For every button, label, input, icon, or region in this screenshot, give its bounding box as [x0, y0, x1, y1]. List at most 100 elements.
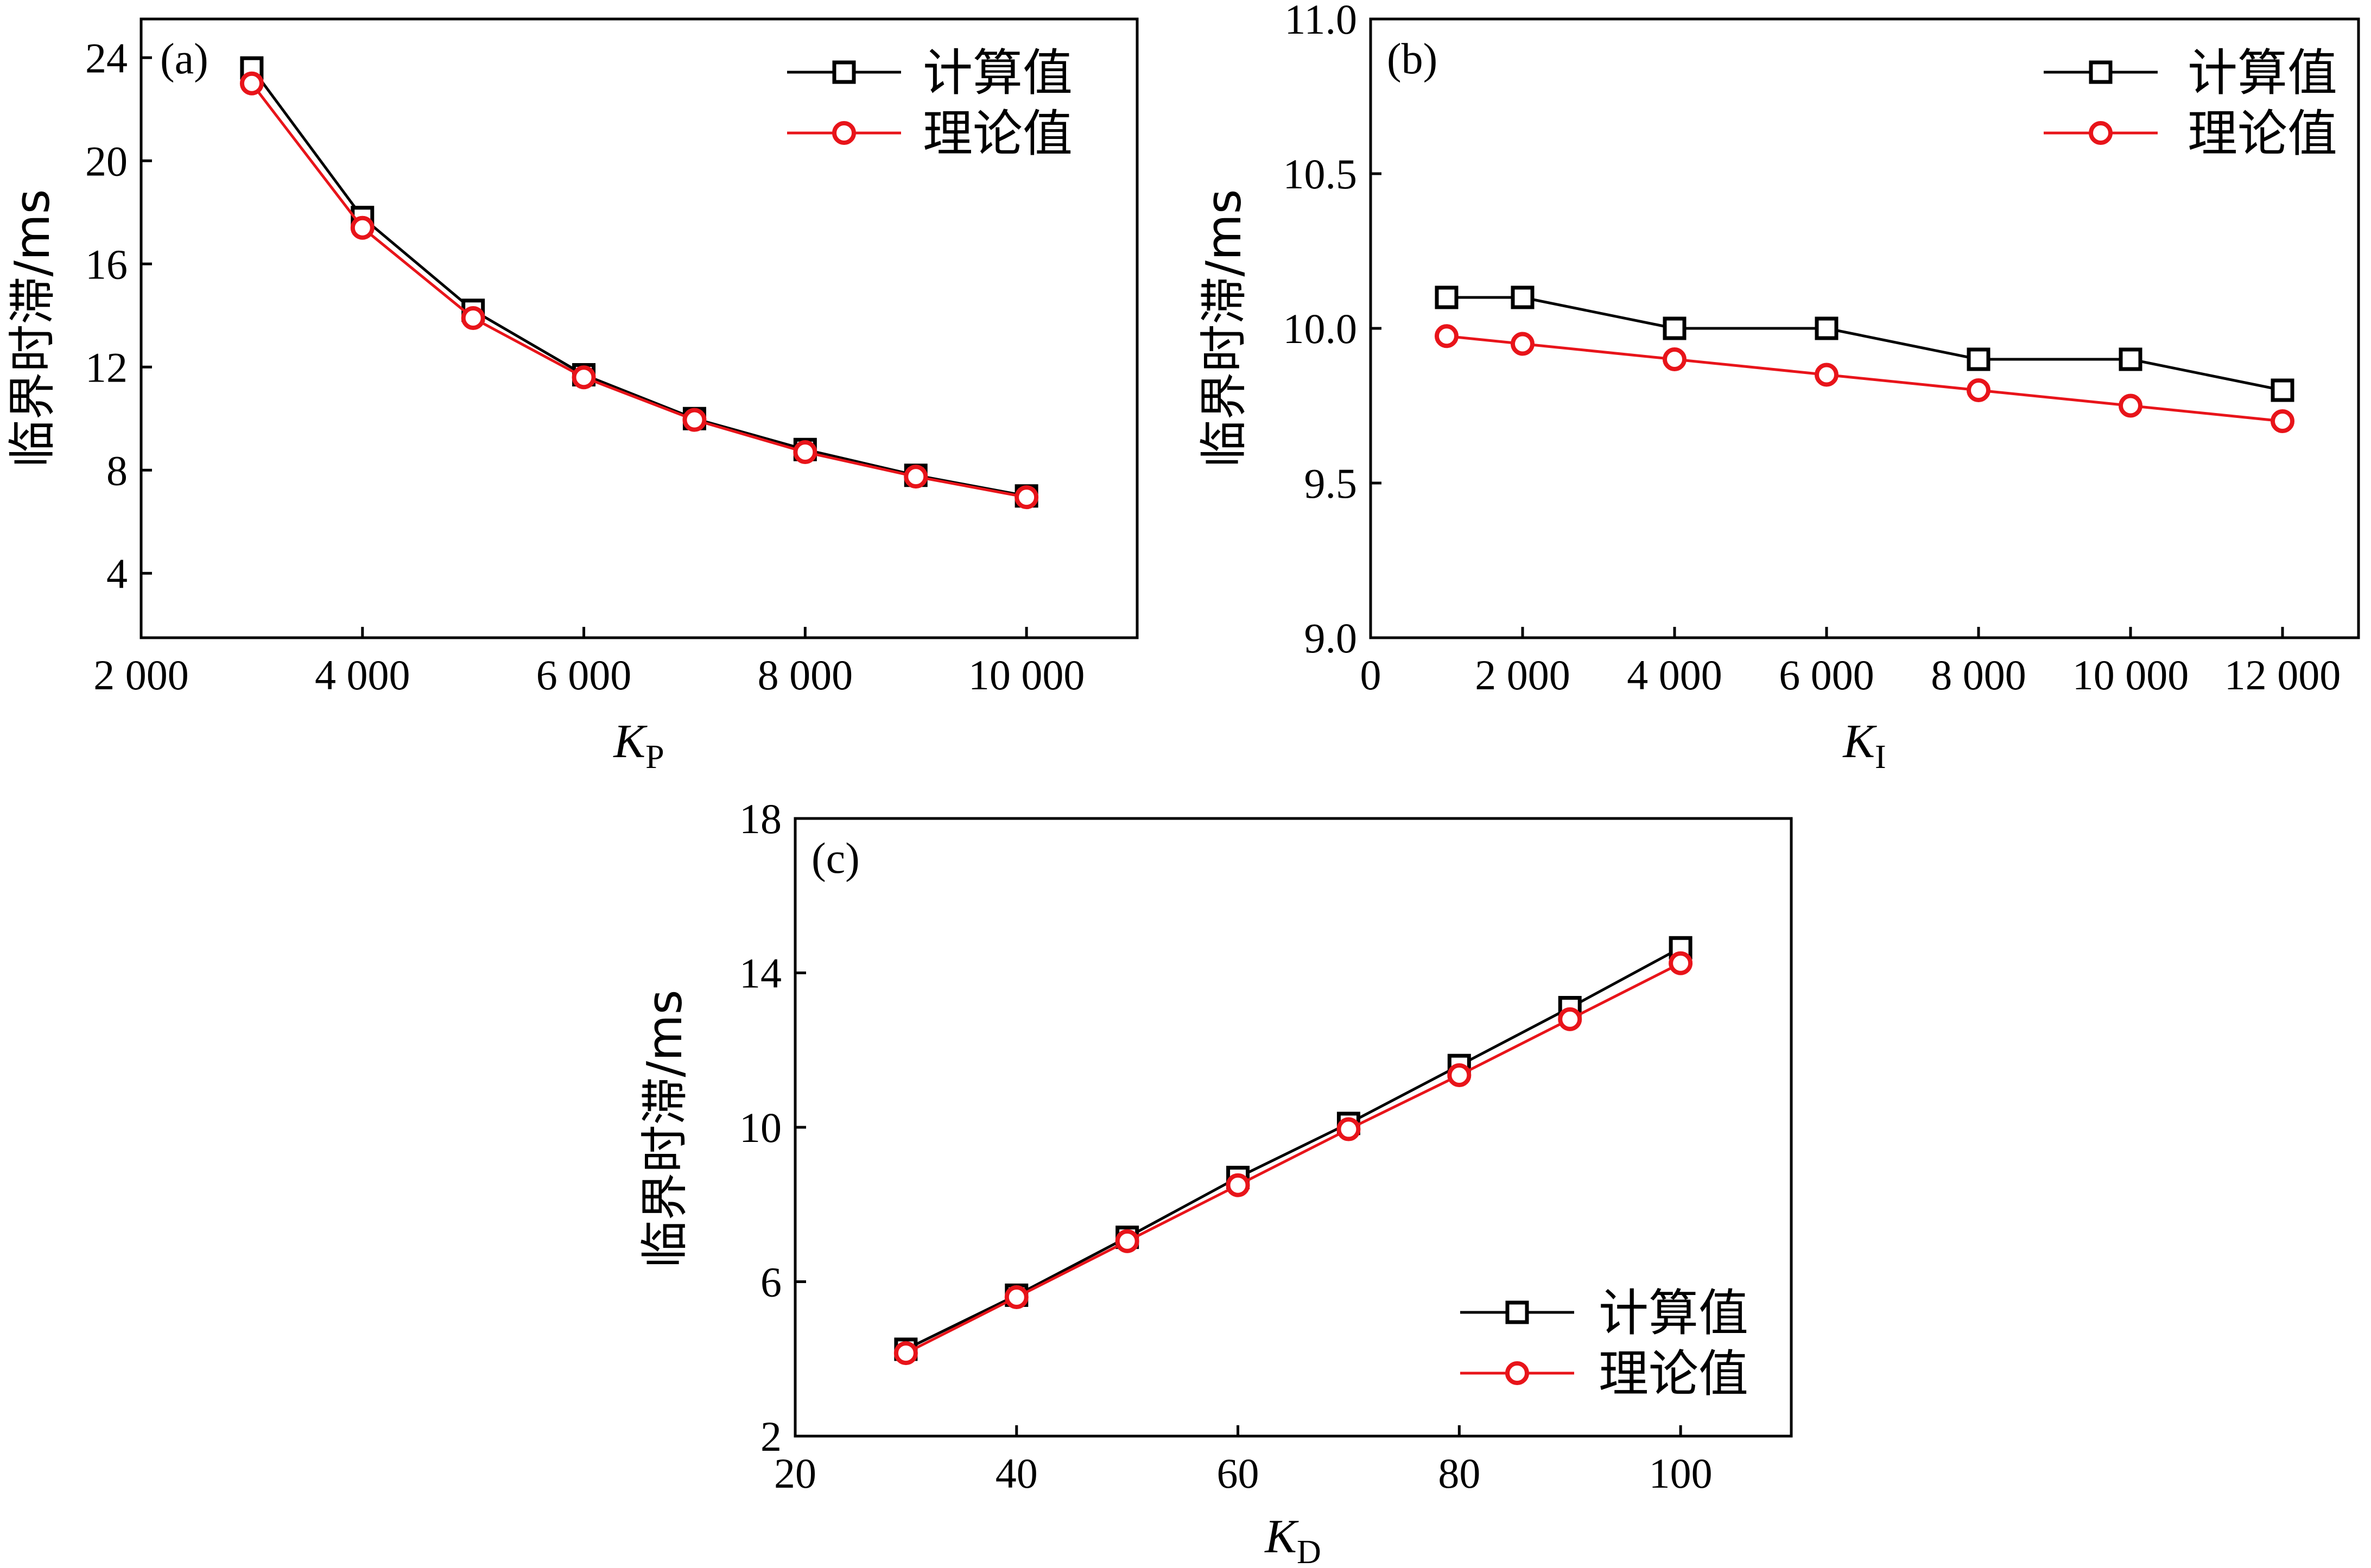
- series-group: [893, 936, 1693, 1366]
- data-point-theoretical: [1669, 951, 1693, 975]
- y-tick-label: 2: [760, 1413, 782, 1460]
- x-tick-label: 8 000: [1931, 651, 2026, 699]
- y-tick-label: 10: [739, 1104, 782, 1151]
- y-tick-label: 10.0: [1283, 305, 1358, 352]
- legend-circle-marker: [1505, 1361, 1529, 1385]
- data-point-theoretical: [893, 1341, 918, 1366]
- data-point-calculated: [1511, 285, 1535, 309]
- data-point-calculated: [2271, 378, 2294, 402]
- y-ticks: [1371, 17, 1381, 639]
- legend-label-theoretical: 理论值: [1599, 1345, 1748, 1403]
- legend-item-theoretical: 理论值: [1460, 1345, 1748, 1403]
- x-tick-label: 6 000: [536, 651, 632, 699]
- y-tick-label: 12: [85, 344, 128, 391]
- y-tick-label: 24: [85, 34, 128, 81]
- y-tick-label: 9.5: [1304, 460, 1358, 507]
- data-point-theoretical: [1435, 324, 1459, 348]
- legend-label-theoretical: 理论值: [923, 105, 1073, 163]
- x-tick-label: 12 000: [2224, 651, 2341, 699]
- data-point-theoretical: [2271, 409, 2294, 433]
- data-point-theoretical: [1226, 1173, 1250, 1197]
- data-point-theoretical: [1115, 1229, 1139, 1253]
- y-tick-label: 4: [106, 550, 128, 597]
- x-axis-label: KD: [1264, 1510, 1321, 1568]
- legend-square-marker: [2089, 60, 2113, 84]
- data-point-theoretical: [1511, 332, 1535, 356]
- x-tick-label: 20: [774, 1450, 816, 1497]
- data-point-calculated: [1435, 285, 1459, 309]
- x-tick-label: 10 000: [968, 651, 1085, 699]
- plot-frame: [794, 817, 1793, 1438]
- y-axis-label: 临界时滞/ms: [4, 189, 60, 467]
- series-line-calculated: [250, 67, 1027, 498]
- legend-square-marker: [832, 60, 856, 84]
- legend-item-calculated: 计算值: [2044, 44, 2337, 102]
- y-tick-label: 14: [739, 950, 782, 997]
- legend-label-calculated: 计算值: [2188, 44, 2337, 102]
- x-ticks: [794, 1425, 1682, 1436]
- legend-label-calculated: 计算值: [1599, 1284, 1748, 1342]
- chart-panel-c: 20 40 60 80 100 2 6 10 14 18 (c) 临界时滞/ms KD 计算值 …: [637, 795, 1793, 1568]
- legend-circle-marker: [832, 121, 856, 145]
- x-axis-label-subscript: P: [645, 739, 664, 776]
- y-tick-label: 6: [760, 1259, 782, 1306]
- x-tick-label: 80: [1438, 1450, 1480, 1497]
- panel-label: (c): [812, 835, 860, 883]
- data-point-theoretical: [1336, 1117, 1361, 1141]
- x-tick-label: 6 000: [1779, 651, 1874, 699]
- legend-item-theoretical: 理论值: [2044, 105, 2337, 163]
- x-tick-label: 40: [996, 1450, 1038, 1497]
- data-point-theoretical: [239, 71, 264, 96]
- x-tick-label: 4 000: [315, 651, 410, 699]
- legend: 计算值 理论值: [787, 44, 1073, 163]
- series-line-calculated: [1447, 296, 2283, 392]
- x-tick-label: 100: [1649, 1450, 1713, 1497]
- legend-item-calculated: 计算值: [787, 44, 1073, 102]
- data-point-calculated: [1663, 316, 1687, 340]
- legend: 计算值 理论值: [2044, 44, 2337, 163]
- x-axis-label-main: K: [612, 715, 648, 768]
- data-point-theoretical: [2119, 393, 2142, 418]
- x-axis-label: KI: [1842, 715, 1886, 776]
- y-tick-label: 11.0: [1284, 0, 1357, 43]
- chart-panel-a: 2 000 4 000 6 000 8 000 10 000 4 8 12 16 20 24 (a…: [4, 17, 1139, 776]
- data-point-calculated: [1967, 347, 1990, 371]
- x-ticks: [1369, 627, 2284, 638]
- series-group: [1435, 285, 2294, 433]
- series-line-theoretical: [905, 962, 1682, 1355]
- x-tick-label: 2 000: [93, 651, 189, 699]
- x-axis-label-subscript: I: [1875, 739, 1886, 776]
- y-axis-label: 临界时滞/ms: [637, 989, 693, 1268]
- y-ticks: [141, 56, 152, 575]
- legend-label-calculated: 计算值: [923, 44, 1073, 102]
- y-tick-labels: 2 6 10 14 18: [739, 795, 782, 1460]
- x-tick-label: 4 000: [1627, 651, 1722, 699]
- y-tick-labels: 4 8 12 16 20 24: [85, 34, 128, 597]
- y-tick-label: 8: [106, 447, 128, 494]
- x-tick-labels: 20 40 60 80 100: [774, 1450, 1713, 1497]
- x-tick-label: 0: [1360, 651, 1381, 699]
- x-tick-label: 2 000: [1475, 651, 1570, 699]
- x-axis-label-subscript: D: [1297, 1534, 1321, 1568]
- panel-label: (a): [160, 35, 208, 83]
- x-tick-label: 8 000: [758, 651, 853, 699]
- y-tick-label: 20: [85, 137, 128, 185]
- legend-item-theoretical: 理论值: [787, 105, 1073, 163]
- data-point-theoretical: [1967, 378, 1990, 402]
- x-axis-label-main: K: [1842, 715, 1877, 768]
- y-tick-label: 16: [85, 240, 128, 288]
- x-tick-label: 60: [1217, 1450, 1259, 1497]
- legend: 计算值 理论值: [1460, 1284, 1748, 1403]
- series-line-calculated: [905, 947, 1682, 1351]
- legend-item-calculated: 计算值: [1460, 1284, 1748, 1342]
- y-tick-label: 10.5: [1283, 150, 1358, 198]
- series-group: [239, 56, 1039, 510]
- data-point-theoretical: [682, 408, 707, 432]
- y-ticks: [795, 817, 806, 1438]
- y-axis-label: 临界时滞/ms: [1196, 189, 1252, 467]
- y-tick-labels: 9.0 9.5 10.0 10.5 11.0: [1283, 0, 1358, 662]
- data-point-theoretical: [1558, 1007, 1582, 1031]
- data-point-theoretical: [1815, 363, 1839, 387]
- x-tick-labels: 0 2 000 4 000 6 000 8 000 10 000 12 000: [1360, 651, 2341, 699]
- legend-square-marker: [1505, 1300, 1529, 1324]
